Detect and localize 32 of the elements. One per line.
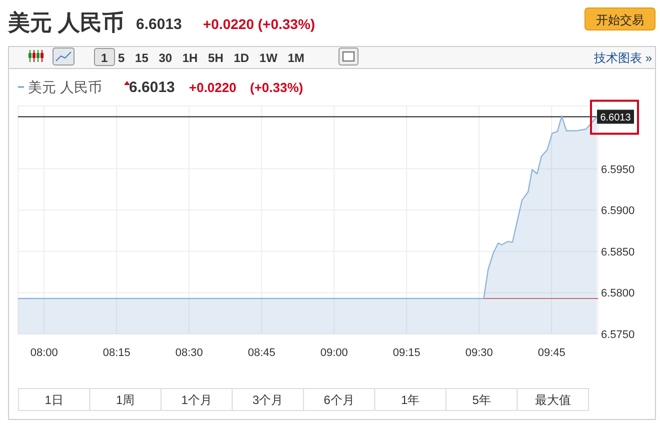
x-tick-label: 09:30 [465,347,493,359]
chart-title: 美元 人民币 [7,10,124,35]
tab: 1日 [18,388,90,411]
tab: 6个月 [303,388,376,411]
text: +0.0220 (+0.33%) [203,16,316,32]
x-tick-label: 09:00 [320,347,348,359]
text: 6.6013 [136,16,182,33]
text: +0.0220 [189,80,236,95]
button: 1 5 15 30 1H 5H 1D 1W 1M [94,48,304,66]
x-tick-label: 09:15 [392,347,420,359]
tab: 1周 [89,388,162,411]
tab: 1年 [374,388,446,411]
tab: 3个月 [232,388,304,411]
y-tick-label: 6.5800 [601,288,635,300]
x-tick-label: 08:30 [175,347,203,359]
ref-line-label: 6.6013 [600,112,632,124]
text: 技术图表 » [592,51,652,65]
text: (+0.33%) [250,80,304,95]
y-tick-label: 6.5850 [601,246,635,258]
y-tick-label: 6.5750 [601,329,635,341]
button: 开始交易 [584,8,656,30]
x-tick-label: 08:00 [30,347,58,359]
x-tick-label: 08:15 [102,347,130,359]
text: 6.6013 [129,79,175,96]
y-tick-label: 6.5950 [601,164,635,176]
x-tick-label: 08:45 [248,347,276,359]
legend-label: 美元 人民币 [28,79,102,95]
tab: 5年 [446,388,518,411]
x-tick-label: 09:45 [538,347,566,359]
tab: 1个月 [160,388,233,411]
tab: 最大值 [516,388,589,411]
y-tick-label: 6.5900 [601,205,635,218]
